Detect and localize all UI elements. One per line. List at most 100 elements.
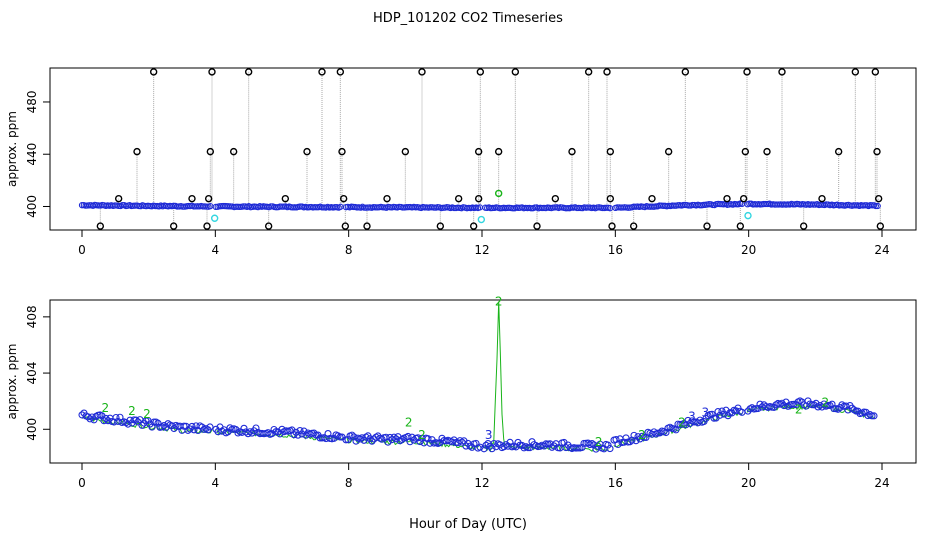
x-tick-label: 12 <box>474 476 489 490</box>
outlier-point <box>664 147 673 156</box>
data-point <box>588 439 596 448</box>
x-tick-label: 20 <box>741 243 756 257</box>
point-label: 2 <box>128 404 136 418</box>
data-point <box>824 401 832 409</box>
data-point <box>708 410 716 418</box>
data-point <box>524 444 532 452</box>
outlier-point <box>188 194 196 203</box>
outlier-point <box>454 194 463 203</box>
point-label: 2 <box>638 428 646 442</box>
data-point <box>454 439 462 447</box>
x-tick-label: 24 <box>874 476 889 490</box>
outlier-point <box>511 68 520 76</box>
data-point <box>296 426 304 435</box>
data-point <box>414 434 422 442</box>
data-point <box>632 437 640 445</box>
x-axis-label: Hour of Day (UTC) <box>409 517 527 532</box>
outlier-point <box>703 222 711 230</box>
data-point <box>112 413 120 422</box>
data-point <box>838 401 846 409</box>
outlier-point <box>871 68 880 76</box>
data-point <box>86 415 94 423</box>
data-point <box>180 422 188 430</box>
outlier-point <box>648 194 656 203</box>
outlier-point <box>778 68 786 76</box>
y-tick-label: 404 <box>25 362 39 385</box>
data-point <box>604 441 612 449</box>
outlier-point <box>339 194 348 203</box>
point-label: 3 <box>688 410 696 424</box>
outlier-point <box>149 68 158 76</box>
outlier-point <box>204 194 213 203</box>
outlier-point <box>338 147 346 156</box>
data-point <box>344 436 352 444</box>
outlier-point <box>244 68 253 76</box>
x-tick-label: 24 <box>874 243 889 257</box>
outlier-point <box>818 194 826 203</box>
outlier-point <box>739 194 748 203</box>
outlier-point <box>281 194 290 203</box>
data-point <box>84 413 92 421</box>
point-label: 2 <box>495 294 503 308</box>
point-label: 2 <box>143 407 151 421</box>
y-axis-label: approx. ppm <box>5 111 19 187</box>
x-tick-label: 0 <box>78 243 86 257</box>
outlier-point <box>606 147 615 156</box>
x-tick-label: 4 <box>212 243 220 257</box>
x-tick-label: 12 <box>474 243 489 257</box>
data-point <box>714 408 722 416</box>
data-point <box>300 427 308 435</box>
outlier-point <box>874 194 883 203</box>
point-label: 3 <box>485 428 493 442</box>
data-point <box>100 417 108 425</box>
x-tick-label: 8 <box>345 243 353 257</box>
point-label: 2 <box>678 415 686 429</box>
outlier-point <box>741 147 750 156</box>
data-points <box>78 68 885 230</box>
outlier-point <box>303 147 311 156</box>
data-point <box>110 418 118 426</box>
outlier-point <box>436 222 445 230</box>
outlier-point <box>603 68 611 76</box>
point-label: 2 <box>418 428 426 442</box>
data-point <box>842 402 850 410</box>
data-point <box>874 202 881 210</box>
point-label: 2 <box>405 415 413 429</box>
data-point <box>124 420 132 428</box>
point-label: 2 <box>102 401 110 415</box>
data-point <box>456 437 464 445</box>
outlier-point <box>401 147 410 156</box>
data-point <box>310 429 318 437</box>
data-point <box>206 423 214 431</box>
y-tick-label: 408 <box>25 305 39 328</box>
data-point <box>240 424 248 432</box>
data-point <box>190 426 198 434</box>
cyan-point <box>477 215 486 224</box>
data-point <box>78 411 86 419</box>
y-tick-label: 400 <box>25 195 39 218</box>
top-panel: 0 4 8 12 16 20 24 400 440 480 approx. ppm <box>5 67 917 257</box>
data-point <box>102 414 110 423</box>
data-point <box>424 435 432 443</box>
x-tick-label: 16 <box>608 476 623 490</box>
plot-frame <box>49 299 917 464</box>
outlier-point <box>203 222 211 230</box>
x-tick-label: 8 <box>345 476 353 490</box>
outlier-point <box>469 222 478 230</box>
outlier-point <box>418 68 426 76</box>
outlier-point <box>96 222 105 230</box>
outlier-point <box>533 222 541 230</box>
outlier-point <box>383 194 391 203</box>
outlier-point <box>341 222 350 230</box>
y-tick-label: 400 <box>25 418 39 441</box>
point-label: 2 <box>822 396 830 410</box>
data-point <box>480 445 488 453</box>
outlier-point <box>206 147 215 156</box>
outlier-point <box>318 68 326 76</box>
data-point <box>154 419 162 427</box>
data-point <box>500 443 508 451</box>
x-tick-label: 0 <box>78 476 86 490</box>
data-point <box>244 430 252 438</box>
